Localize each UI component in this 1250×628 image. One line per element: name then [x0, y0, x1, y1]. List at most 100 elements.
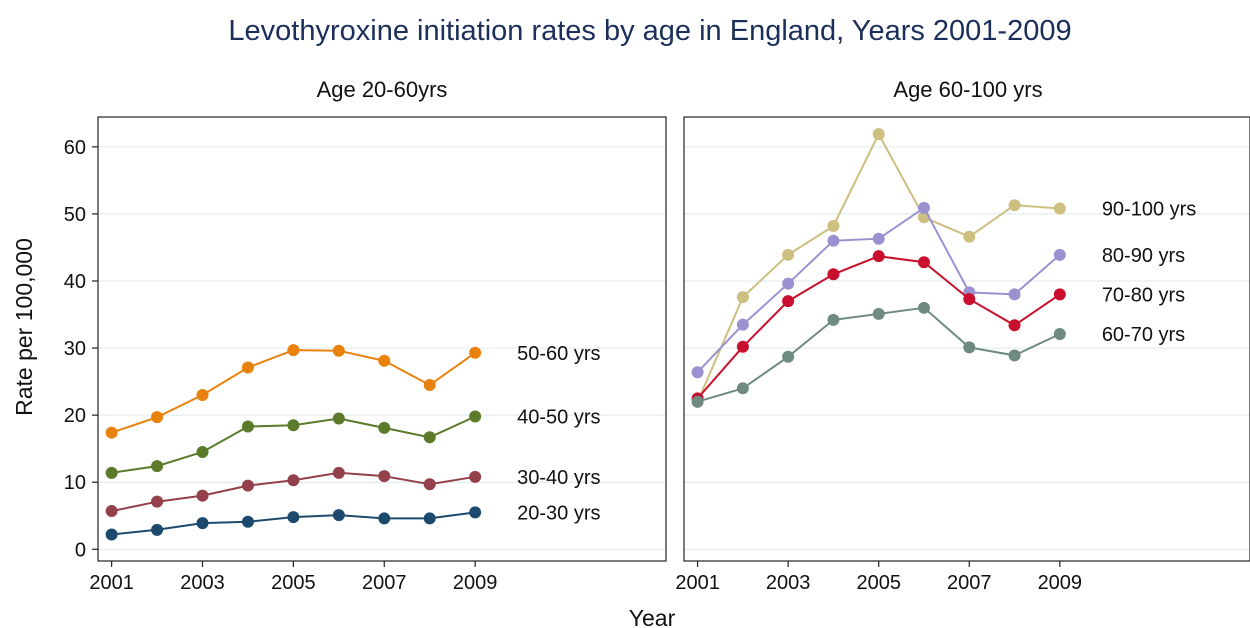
x-tick-label: 2001 [89, 572, 134, 594]
data-point [782, 295, 795, 308]
series-label: 30-40 yrs [517, 467, 600, 489]
x-tick-label: 2001 [675, 572, 720, 594]
data-point [105, 466, 118, 479]
panel-left: 0 10 20 30 40 50 60 2001 2003 2005 2007 2009 50-60 y… [64, 116, 667, 594]
x-tick-label: 2005 [856, 572, 901, 594]
data-point [423, 512, 436, 525]
data-point [782, 248, 795, 261]
data-point [332, 509, 345, 522]
data-point [105, 426, 118, 439]
chart-title: Levothyroxine initiation rates by age in… [228, 15, 1071, 47]
panel-frame [97, 116, 667, 562]
data-point [151, 411, 164, 424]
data-point [691, 395, 704, 408]
series-80-90-yrs: 80-90 yrs [691, 201, 1185, 379]
series-40-50-yrs: 40-50 yrs [105, 406, 601, 479]
data-point [691, 366, 704, 379]
y-tick-label: 60 [64, 137, 86, 159]
x-tick-label: 2003 [180, 572, 225, 594]
data-point [151, 460, 164, 473]
data-point [736, 318, 749, 331]
series-line [696, 255, 1061, 400]
data-point [917, 301, 930, 314]
data-point [827, 219, 840, 232]
x-tick-label: 2003 [766, 572, 811, 594]
series-label: 50-60 yrs [517, 343, 600, 365]
data-point [1053, 248, 1066, 261]
data-point [196, 446, 209, 459]
data-point [378, 421, 391, 434]
data-point [963, 230, 976, 243]
series-50-60-yrs: 50-60 yrs [105, 343, 601, 439]
data-point [332, 466, 345, 479]
series-label: 90-100 yrs [1102, 199, 1197, 221]
data-point [872, 232, 885, 245]
y-tick-label: 20 [64, 405, 86, 427]
data-point [241, 420, 254, 433]
data-point [196, 389, 209, 402]
data-point [378, 512, 391, 525]
data-point [736, 340, 749, 353]
series-60-70-yrs: 60-70 yrs [691, 301, 1185, 408]
data-point [827, 268, 840, 281]
data-point [469, 470, 482, 483]
series-label: 80-90 yrs [1102, 245, 1185, 267]
data-point [469, 410, 482, 423]
data-point [151, 495, 164, 508]
data-point [332, 412, 345, 425]
data-point [241, 361, 254, 374]
data-point [287, 511, 300, 524]
x-tick-label: 2009 [453, 572, 498, 594]
x-tick-label: 2007 [362, 572, 407, 594]
data-point [287, 419, 300, 432]
panel-frame [683, 116, 1250, 562]
x-tick-label: 2007 [947, 572, 992, 594]
y-axis-label: Rate per 100,000 [11, 238, 37, 416]
series-label: 70-80 yrs [1102, 284, 1185, 306]
x-axis-label: Year [629, 605, 676, 628]
data-point [241, 479, 254, 492]
data-point [196, 517, 209, 530]
data-point [196, 489, 209, 502]
series-label: 40-50 yrs [517, 406, 600, 428]
panel-right: 2001 2003 2005 2007 2009 90-100 yrs 80-90 yrs 7… [675, 116, 1250, 594]
data-point [827, 313, 840, 326]
data-point [1008, 319, 1021, 332]
panel-title-left: Age 20-60yrs [317, 77, 448, 102]
panel-title-right: Age 60-100 yrs [893, 77, 1042, 102]
data-point [287, 344, 300, 357]
series-30-40-yrs: 30-40 yrs [105, 466, 601, 518]
series-label: 60-70 yrs [1102, 324, 1185, 346]
x-tick-label: 2005 [271, 572, 316, 594]
series-90-100-yrs: 90-100 yrs [691, 128, 1197, 408]
data-point [782, 350, 795, 363]
y-tick-label: 0 [75, 539, 86, 561]
data-point [378, 354, 391, 367]
data-point [241, 515, 254, 528]
data-point [1053, 327, 1066, 340]
series-70-80-yrs: 70-80 yrs [691, 250, 1185, 405]
data-point [1053, 202, 1066, 215]
data-point [378, 470, 391, 483]
data-point [917, 256, 930, 269]
data-point [917, 201, 930, 214]
data-point [736, 291, 749, 304]
y-tick-label: 10 [64, 472, 86, 494]
data-point [469, 346, 482, 359]
plot-panels: 0 10 20 30 40 50 60 2001 2003 2005 2007 2009 50-60 y… [64, 116, 1250, 594]
data-point [105, 528, 118, 541]
data-point [782, 277, 795, 290]
data-point [872, 128, 885, 141]
data-point [332, 344, 345, 357]
data-point [1008, 199, 1021, 212]
data-point [1053, 288, 1066, 301]
y-tick-label: 30 [64, 338, 86, 360]
data-point [872, 250, 885, 263]
data-point [872, 307, 885, 320]
data-point [105, 505, 118, 518]
y-tick-label: 40 [64, 271, 86, 293]
data-point [1008, 349, 1021, 362]
series-label: 20-30 yrs [517, 502, 600, 524]
y-tick-label: 50 [64, 204, 86, 226]
